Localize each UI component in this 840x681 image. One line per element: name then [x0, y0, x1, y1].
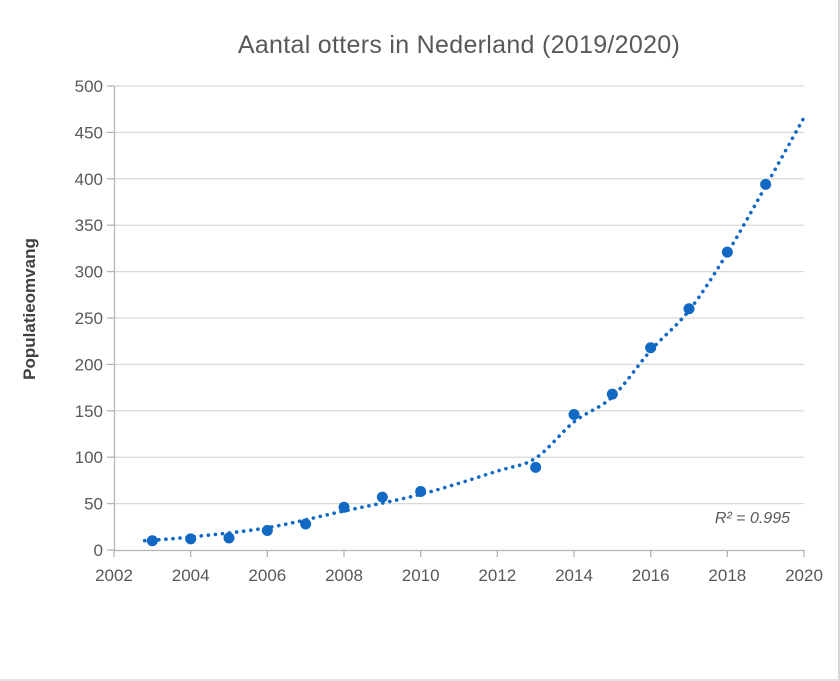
x-tick-label: 2010	[402, 566, 440, 585]
y-tick-label: 200	[75, 355, 103, 374]
data-point	[645, 342, 657, 354]
y-tick-label: 300	[75, 263, 103, 282]
data-point	[721, 246, 733, 258]
y-tick-label: 500	[75, 77, 103, 96]
data-point	[338, 501, 350, 513]
trendline	[142, 115, 806, 543]
data-point	[606, 388, 618, 400]
chart-title: Aantal otters in Nederland (2019/2020)	[237, 31, 681, 59]
x-tick-label: 2006	[248, 566, 286, 585]
data-point	[146, 535, 158, 547]
x-tick-label: 2012	[478, 566, 516, 585]
x-tick-label: 2014	[555, 566, 593, 585]
data-point	[530, 461, 542, 473]
y-tick-label: 150	[75, 402, 103, 421]
x-tick-label: 2008	[325, 566, 363, 585]
y-tick-label: 0	[94, 541, 103, 560]
data-point	[261, 525, 273, 537]
data-point	[300, 518, 312, 530]
x-tick-label: 2016	[632, 566, 670, 585]
y-tick-label: 450	[75, 123, 103, 142]
x-tick-label: 2002	[95, 566, 133, 585]
data-point	[568, 409, 580, 421]
data-point	[376, 491, 388, 503]
x-tick-label: 2020	[785, 566, 823, 585]
y-tick-label: 400	[75, 170, 103, 189]
data-point	[185, 533, 197, 545]
x-tick-label: 2018	[708, 566, 746, 585]
data-point	[683, 303, 695, 315]
y-tick-label: 350	[75, 216, 103, 235]
y-tick-label: 100	[75, 448, 103, 467]
data-point	[760, 178, 772, 190]
y-tick-label: 50	[84, 495, 103, 514]
data-point	[415, 486, 427, 498]
x-tick-label: 2004	[172, 566, 210, 585]
r-squared-annotation: R² = 0.995	[714, 510, 790, 527]
data-point	[223, 532, 235, 544]
y-tick-label: 250	[75, 309, 103, 328]
